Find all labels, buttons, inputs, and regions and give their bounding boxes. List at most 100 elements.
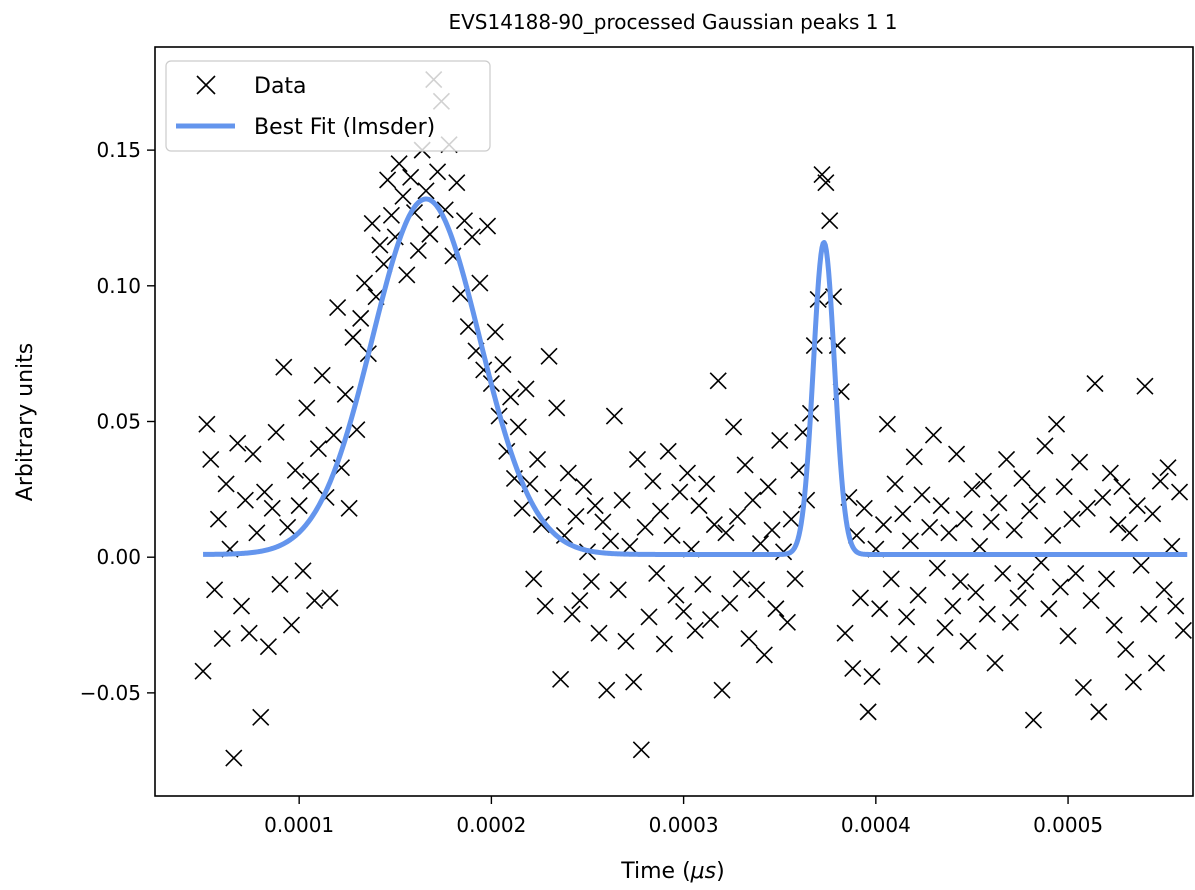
data-point-marker bbox=[598, 681, 616, 699]
data-point-marker bbox=[924, 426, 943, 444]
data-point-marker bbox=[936, 619, 954, 637]
data-point-marker bbox=[978, 605, 996, 623]
data-point-marker bbox=[1117, 640, 1135, 659]
data-point-marker bbox=[675, 602, 693, 621]
data-point-marker bbox=[206, 581, 224, 599]
data-point-marker bbox=[544, 488, 562, 507]
data-point-marker bbox=[402, 168, 420, 186]
data-point-marker bbox=[1021, 502, 1039, 520]
data-point-marker bbox=[398, 266, 416, 284]
data-point-marker bbox=[559, 464, 577, 482]
data-point-marker bbox=[971, 537, 989, 555]
data-point-marker bbox=[1105, 616, 1123, 634]
data-point-marker bbox=[755, 646, 773, 664]
data-point-marker bbox=[517, 380, 535, 398]
data-point-marker bbox=[1051, 578, 1069, 596]
data-point-marker bbox=[1101, 464, 1119, 482]
data-point-marker bbox=[997, 450, 1016, 469]
data-point-marker bbox=[325, 426, 343, 444]
data-point-marker bbox=[1036, 437, 1054, 455]
data-point-marker bbox=[901, 532, 919, 550]
data-point-marker bbox=[921, 518, 939, 536]
data-point-marker bbox=[648, 564, 666, 583]
data-point-marker bbox=[767, 600, 785, 618]
data-point-marker bbox=[898, 608, 916, 626]
data-point-marker bbox=[813, 165, 831, 184]
data-point-marker bbox=[1136, 377, 1154, 395]
data-point-marker bbox=[748, 581, 766, 599]
legend-label-fit: Best Fit (lmsder) bbox=[254, 115, 435, 140]
data-point-marker bbox=[744, 491, 762, 509]
data-point-marker bbox=[886, 475, 904, 493]
data-point-marker bbox=[536, 597, 554, 615]
data-point-marker bbox=[1067, 564, 1085, 583]
data-point-marker bbox=[959, 632, 977, 650]
data-point-marker bbox=[1144, 505, 1162, 523]
data-point-marker bbox=[540, 347, 558, 365]
data-point-marker bbox=[894, 505, 912, 523]
data-point-marker bbox=[1097, 570, 1116, 588]
data-point-marker bbox=[863, 668, 881, 686]
chart-title: EVS14188-90_processed Gaussian peaks 1 1 bbox=[448, 10, 897, 34]
data-point-marker bbox=[625, 673, 643, 691]
data-point-marker bbox=[244, 445, 262, 463]
data-point-marker bbox=[717, 524, 735, 542]
data-point-marker bbox=[1124, 673, 1142, 691]
data-point-marker bbox=[1044, 526, 1062, 545]
data-point-marker bbox=[932, 497, 950, 515]
data-point-marker bbox=[1170, 483, 1189, 501]
y-tick-label: 0.05 bbox=[96, 410, 141, 434]
data-point-marker bbox=[1024, 711, 1043, 729]
data-point-marker bbox=[371, 236, 389, 254]
data-point-marker bbox=[525, 570, 543, 588]
data-point-marker bbox=[1005, 521, 1023, 539]
data-point-marker bbox=[379, 171, 397, 189]
data-point-marker bbox=[1155, 581, 1173, 599]
data-point-marker bbox=[279, 518, 297, 536]
data-point-marker bbox=[951, 573, 969, 591]
data-point-marker bbox=[1128, 497, 1146, 515]
legend-label-data: Data bbox=[254, 74, 307, 99]
data-point-marker bbox=[513, 499, 531, 517]
data-point-marker bbox=[771, 431, 789, 450]
y-axis-ticks: −0.05 0.00 0.05 0.10 0.15 bbox=[80, 138, 155, 705]
data-point-marker bbox=[352, 309, 370, 327]
data-point-marker bbox=[909, 586, 927, 604]
data-point-marker bbox=[613, 491, 631, 509]
data-point-marker bbox=[667, 586, 685, 604]
data-point-marker bbox=[552, 670, 570, 688]
data-point-marker bbox=[471, 274, 489, 292]
data-point-marker bbox=[448, 174, 466, 192]
data-point-marker bbox=[421, 225, 439, 243]
data-point-marker bbox=[944, 597, 962, 615]
data-point-marker bbox=[851, 589, 870, 607]
data-point-marker bbox=[344, 328, 362, 346]
data-point-marker bbox=[590, 624, 608, 642]
data-point-marker bbox=[1113, 478, 1131, 496]
data-point-marker bbox=[636, 518, 654, 536]
data-point-marker bbox=[728, 507, 746, 526]
data-point-marker bbox=[548, 399, 566, 417]
data-point-marker bbox=[571, 592, 589, 610]
data-point-marker bbox=[1059, 627, 1077, 645]
data-point-marker bbox=[248, 524, 266, 542]
data-point-marker bbox=[663, 526, 681, 545]
data-point-marker bbox=[671, 483, 689, 501]
data-point-marker bbox=[202, 450, 220, 469]
data-point-marker bbox=[859, 703, 877, 721]
data-point-marker bbox=[382, 206, 400, 224]
data-point-marker bbox=[655, 635, 673, 653]
data-point-marker bbox=[651, 502, 670, 520]
legend-data-marker-icon bbox=[196, 75, 216, 95]
data-point-marker bbox=[617, 632, 635, 650]
data-point-marker bbox=[259, 638, 277, 656]
data-point-marker bbox=[1028, 486, 1046, 504]
data-point-marker bbox=[336, 385, 354, 403]
data-point-marker bbox=[528, 450, 547, 469]
data-point-marker bbox=[340, 499, 358, 517]
x-tick-label: 0.0001 bbox=[264, 813, 334, 837]
data-point-marker bbox=[1009, 589, 1027, 607]
data-point-marker bbox=[1071, 453, 1089, 471]
data-point-marker bbox=[463, 228, 481, 246]
data-point-marker bbox=[1140, 605, 1158, 623]
